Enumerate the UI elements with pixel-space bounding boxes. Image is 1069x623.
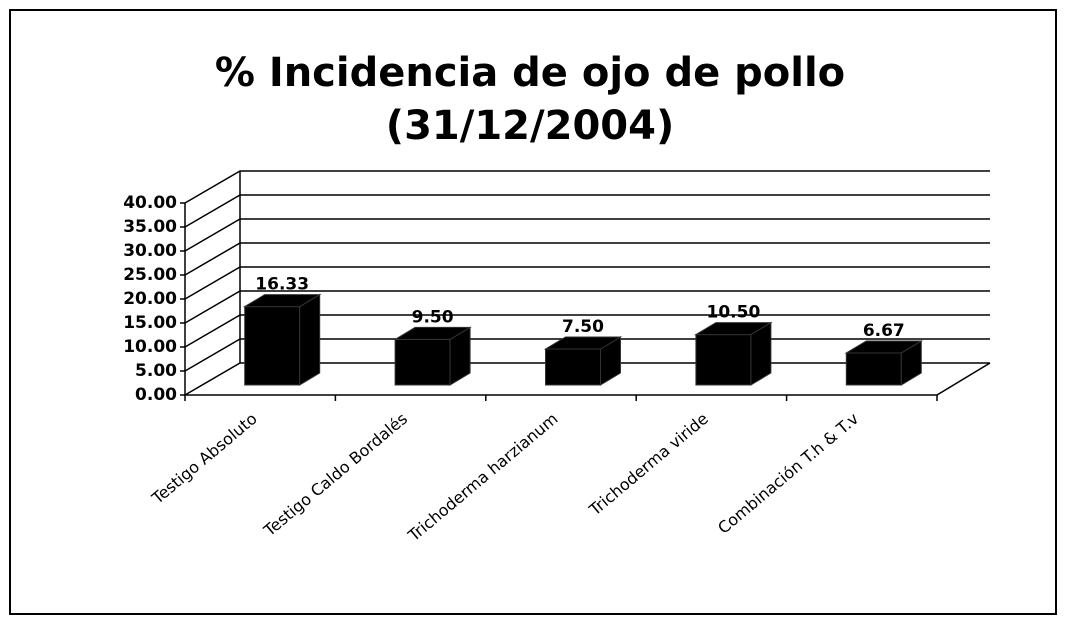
y-tick-label: 35.00 — [123, 217, 177, 237]
chart-title: (31/12/2004) — [386, 103, 674, 149]
bar-top — [242, 294, 322, 308]
grid-line — [184, 266, 990, 300]
bar-top — [393, 326, 472, 340]
chart-border — [9, 9, 1057, 615]
grid-line — [184, 314, 990, 348]
y-tick-label: 10.00 — [123, 337, 177, 357]
bar — [393, 326, 472, 386]
y-tick-label: 5.00 — [135, 361, 177, 381]
grid-line — [184, 170, 990, 204]
bar-front — [845, 352, 902, 386]
value-label: 9.50 — [412, 307, 454, 327]
bar-top — [543, 336, 623, 350]
bar-top — [694, 322, 773, 336]
y-tick-label: 40.00 — [123, 193, 177, 213]
y-tick-label: 25.00 — [123, 265, 177, 285]
y-tick-label: 15.00 — [123, 313, 177, 333]
chart-title: % Incidencia de ojo de pollo — [215, 50, 845, 96]
grid-line — [184, 194, 990, 228]
bar-front — [244, 306, 301, 386]
bar — [242, 293, 322, 386]
bar-top — [844, 340, 924, 354]
grid-line — [184, 242, 990, 276]
value-label: 6.67 — [863, 321, 905, 341]
bar-front — [695, 334, 752, 386]
y-tick-label: 30.00 — [123, 241, 177, 261]
grid-line — [184, 290, 990, 324]
value-label: 16.33 — [255, 275, 309, 295]
value-label: 7.50 — [562, 317, 604, 337]
bar-front — [394, 338, 451, 386]
bar-side — [299, 293, 321, 386]
bar — [844, 340, 924, 386]
y-tick-label: 0.00 — [135, 385, 177, 405]
value-label: 10.50 — [707, 303, 761, 323]
bar-front — [545, 348, 601, 386]
y-tick-label: 20.00 — [123, 289, 177, 309]
bar — [694, 321, 773, 386]
grid-line — [184, 218, 990, 252]
bar — [543, 336, 623, 386]
